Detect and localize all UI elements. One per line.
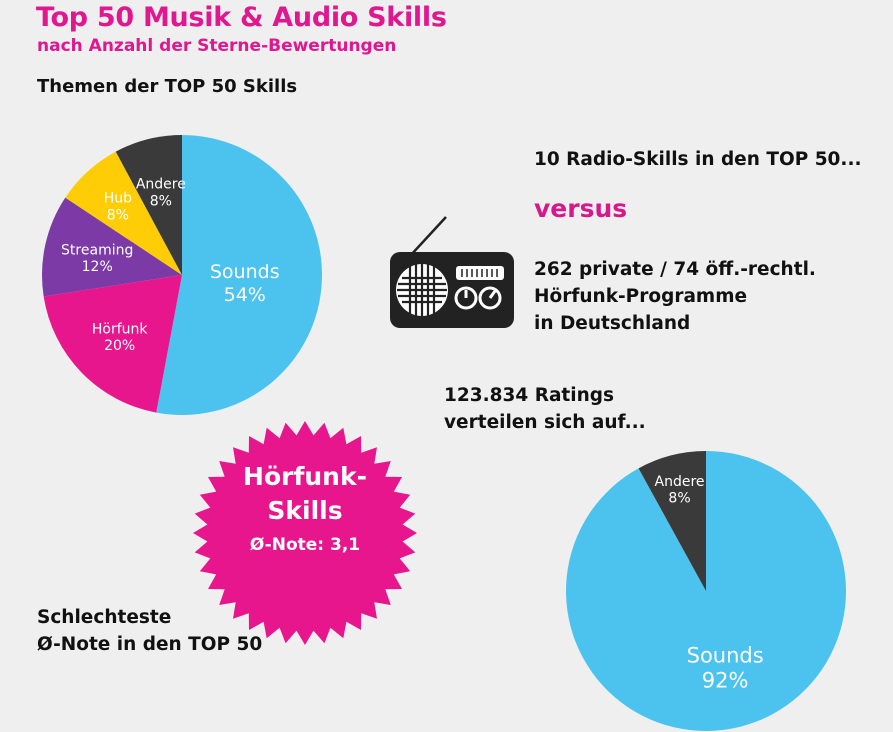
slice-value-streaming: 12% <box>82 259 113 275</box>
radio-skills-text: 10 Radio-Skills in den TOP 50... <box>534 149 862 170</box>
worst-line-1: Schlechteste <box>37 607 172 628</box>
slice-label-andere: Andere <box>136 177 186 193</box>
slice-label-hub: Hub <box>104 191 132 207</box>
page-title: Top 50 Musik & Audio Skills <box>36 2 447 33</box>
worst-grade-text: Schlechteste Ø-Note in den TOP 50 <box>37 604 262 658</box>
slice-value-sounds: 54% <box>224 284 266 306</box>
slice-label-sounds: Sounds <box>687 643 764 667</box>
ratings-text: 123.834 Ratings verteilen sich auf... <box>444 382 646 436</box>
slice-value-andere: 8% <box>668 491 690 507</box>
pie-slice-andere <box>638 451 706 591</box>
slice-value-hörfunk: 20% <box>104 338 135 354</box>
programs-line-3: in Deutschland <box>534 313 691 334</box>
programs-text: 262 private / 74 öff.-rechtl. Hörfunk-Pr… <box>534 256 816 337</box>
slice-value-sounds: 92% <box>702 669 749 693</box>
badge-line-2: Skills <box>267 496 343 525</box>
badge-average-grade: Ø-Note: 3,1 <box>249 535 361 555</box>
slice-value-hub: 8% <box>107 207 129 223</box>
slice-label-sounds: Sounds <box>210 261 280 283</box>
versus-text: versus <box>534 194 628 223</box>
radio-icon <box>390 216 514 328</box>
starburst-badge <box>193 421 417 645</box>
badge-line-1: Hörfunk- <box>243 462 367 491</box>
pie-slice-sounds <box>156 135 322 415</box>
programs-line-1: 262 private / 74 öff.-rechtl. <box>534 259 816 280</box>
pie-slice-hörfunk <box>43 275 183 413</box>
badge-text: Hörfunk- Skills Ø-Note: 3,1 <box>196 460 414 558</box>
page-subtitle: nach Anzahl der Sterne-Bewertungen <box>37 36 397 56</box>
starburst-shape <box>193 421 417 645</box>
slice-value-andere: 8% <box>150 194 172 210</box>
pie-slice-streaming <box>41 197 182 297</box>
slice-label-andere: Andere <box>655 474 705 490</box>
ratings-line-2: verteilen sich auf... <box>444 412 646 433</box>
programs-line-2: Hörfunk-Programme <box>534 286 748 307</box>
pie-slice-andere <box>115 135 182 275</box>
slice-label-hörfunk: Hörfunk <box>92 321 149 337</box>
themes-heading: Themen der TOP 50 Skills <box>37 76 298 97</box>
ratings-line-1: 123.834 Ratings <box>444 385 615 406</box>
worst-line-2: Ø-Note in den TOP 50 <box>37 634 263 655</box>
pie-slice-hub <box>65 151 182 275</box>
slice-label-streaming: Streaming <box>61 242 133 258</box>
themes-pie-chart: Sounds54%Hörfunk20%Streaming12%Hub8%Ande… <box>41 135 322 415</box>
